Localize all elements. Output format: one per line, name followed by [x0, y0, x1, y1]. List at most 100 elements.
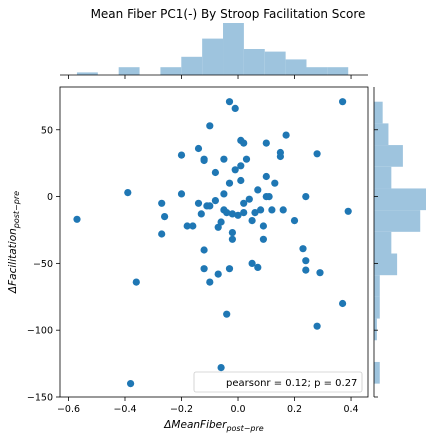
scatter-point-20	[206, 202, 214, 210]
x-axis-label: ΔMeanFiberpost−pre	[163, 419, 264, 433]
legend-text: pearsonr = 0.12; p = 0.27	[226, 378, 357, 389]
scatter-point-1	[124, 189, 132, 197]
scatter-point-60	[262, 139, 270, 147]
y-tick-label: 0	[47, 192, 53, 203]
scatter-point-38	[228, 235, 236, 243]
scatter-point-16	[200, 246, 208, 254]
y-axis-label: ΔFacilitationpost−pre	[7, 191, 21, 294]
scatter-point-19	[206, 122, 214, 130]
scatter-point-76	[339, 299, 347, 308]
scatter-point-44	[237, 176, 245, 185]
scatter-point-25	[214, 270, 222, 278]
scatter-point-45	[240, 139, 248, 147]
right-hist-bar	[374, 166, 392, 189]
scatter-point-78	[344, 207, 352, 215]
scatter-point-68	[290, 217, 299, 225]
right-hist-bar	[374, 188, 426, 211]
right-hist-bar	[374, 253, 398, 276]
right-hist-bar	[374, 361, 380, 384]
right-hist-bar	[374, 145, 403, 167]
right-hist-bar	[374, 210, 421, 232]
scatter-point-6	[161, 213, 169, 221]
scatter-point-36	[228, 229, 236, 237]
scatter-point-22	[211, 168, 219, 177]
y-axis-label-main: ΔFacilitation	[7, 228, 19, 294]
scatter-point-11	[194, 144, 203, 153]
x-axis-label-subscript: post−pre	[225, 424, 263, 433]
scatter-point-39	[231, 166, 239, 174]
top-hist-bar	[181, 56, 203, 75]
top-hist-bar	[118, 67, 140, 75]
scatter-point-15	[200, 156, 208, 165]
scatter-point-67	[282, 131, 290, 139]
scatter-point-23	[211, 197, 219, 205]
right-hist-bar	[374, 231, 392, 254]
scatter-point-51	[248, 217, 256, 225]
scatter-point-17	[200, 265, 208, 273]
x-axis-label-main: ΔMeanFiber	[163, 419, 227, 431]
scatter-point-77	[339, 98, 347, 106]
scatter-point-75	[316, 269, 324, 277]
scatter-point-10	[189, 222, 197, 230]
scatter-point-41	[234, 211, 242, 219]
scatter-point-43	[237, 162, 245, 170]
right-hist-bar	[374, 123, 389, 146]
x-tick-label: 0.2	[287, 404, 302, 415]
plot-frame	[59, 86, 369, 398]
scatter-point-54	[254, 186, 262, 194]
scatter-point-40	[231, 104, 239, 112]
top-hist-bar	[160, 67, 182, 75]
chart-title: Mean Fiber PC1(-) By Stroop Facilitation…	[91, 7, 366, 21]
y-tick-label: −150	[27, 393, 53, 404]
scatter-point-4	[158, 199, 166, 207]
scatter-point-70	[302, 266, 310, 274]
scatter-point-8	[177, 190, 186, 198]
scatter-point-34	[225, 179, 234, 187]
scatter-point-73	[313, 322, 321, 330]
scatter-plot-area: −0.6 −0.4 −0.2 0.0 0.2 0.4 −150 −100 −50 0 50	[27, 86, 369, 415]
scatter-point-72	[302, 193, 310, 201]
scatter-point-31	[223, 209, 231, 217]
top-hist-bar	[76, 72, 98, 75]
scatter-point-7	[177, 151, 186, 159]
x-tick-label: 0.4	[343, 404, 358, 415]
x-tick-label: 0.0	[230, 404, 245, 415]
x-tick-label: −0.6	[57, 404, 80, 415]
scatter-point-61	[265, 193, 273, 201]
top-hist-bar	[285, 59, 307, 75]
scatter-point-62	[268, 206, 276, 214]
scatter-point-63	[271, 179, 279, 187]
top-hist-bar	[327, 67, 349, 75]
scatter-point-66	[279, 206, 287, 214]
scatter-point-56	[259, 222, 267, 230]
scatter-point-59	[262, 172, 270, 181]
scatter-point-24	[214, 223, 222, 231]
right-hist-bar	[374, 318, 377, 341]
top-hist-bar	[264, 51, 286, 75]
scatter-point-49	[245, 195, 253, 203]
scatter-point-28	[220, 155, 228, 163]
scatter-point-52	[251, 209, 259, 217]
scatter-point-13	[197, 210, 205, 218]
scatter-point-55	[257, 206, 265, 214]
scatter-point-12	[194, 199, 203, 207]
scatter-point-74	[313, 150, 321, 158]
scatter-point-0	[73, 215, 81, 223]
scatter-point-35	[225, 265, 234, 273]
x-tick-label: −0.2	[170, 404, 193, 415]
scatter-point-37	[228, 210, 236, 218]
right-marginal-histogram	[373, 87, 426, 398]
y-tick-label: −50	[33, 259, 53, 270]
scatter-point-71	[302, 257, 310, 265]
scatter-point-5	[158, 230, 166, 238]
right-hist-bar	[374, 275, 380, 297]
right-hist-bar	[374, 101, 383, 124]
scatter-point-33	[225, 98, 234, 106]
y-tick-label: 50	[41, 125, 53, 136]
legend-box	[193, 371, 363, 393]
top-hist-bar	[223, 23, 244, 75]
y-axis-label-subscript: post−pre	[12, 191, 21, 229]
scatter-point-27	[217, 364, 225, 372]
scatter-point-69	[299, 245, 307, 253]
